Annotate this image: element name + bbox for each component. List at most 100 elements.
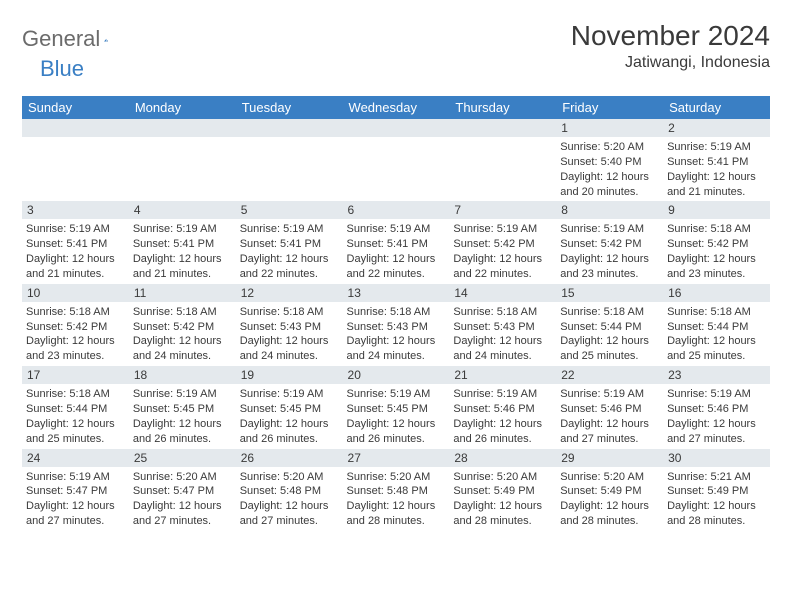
sunrise-text: Sunrise: 5:18 AM <box>667 222 766 237</box>
day-number-cell: 12 <box>236 284 343 302</box>
day-number <box>129 119 236 137</box>
calendar-head: SundayMondayTuesdayWednesdayThursdayFrid… <box>22 96 770 119</box>
day-number-cell: 29 <box>556 449 663 467</box>
day-number: 13 <box>343 284 450 302</box>
day-number-cell: 26 <box>236 449 343 467</box>
day-cell: Sunrise: 5:21 AMSunset: 5:49 PMDaylight:… <box>663 467 770 531</box>
sunrise-text: Sunrise: 5:20 AM <box>453 470 552 485</box>
day-details: Sunrise: 5:19 AMSunset: 5:41 PMDaylight:… <box>663 137 770 201</box>
day-cell <box>236 137 343 201</box>
day-number <box>343 119 450 137</box>
week-number-row: 17181920212223 <box>22 366 770 384</box>
sunrise-text: Sunrise: 5:20 AM <box>347 470 446 485</box>
sunset-text: Sunset: 5:42 PM <box>26 320 125 335</box>
day-number-cell: 18 <box>129 366 236 384</box>
daylight-text: Daylight: 12 hours and 21 minutes. <box>26 252 125 282</box>
day-number-cell: 27 <box>343 449 450 467</box>
day-details: Sunrise: 5:20 AMSunset: 5:49 PMDaylight:… <box>556 467 663 531</box>
sunrise-text: Sunrise: 5:20 AM <box>240 470 339 485</box>
day-details: Sunrise: 5:18 AMSunset: 5:44 PMDaylight:… <box>663 302 770 366</box>
day-number-cell: 11 <box>129 284 236 302</box>
day-number: 14 <box>449 284 556 302</box>
sunset-text: Sunset: 5:46 PM <box>453 402 552 417</box>
daylight-text: Daylight: 12 hours and 22 minutes. <box>453 252 552 282</box>
sunset-text: Sunset: 5:49 PM <box>667 484 766 499</box>
sunset-text: Sunset: 5:45 PM <box>133 402 232 417</box>
day-number: 23 <box>663 366 770 384</box>
day-number: 19 <box>236 366 343 384</box>
sunset-text: Sunset: 5:45 PM <box>240 402 339 417</box>
daylight-text: Daylight: 12 hours and 22 minutes. <box>347 252 446 282</box>
day-cell: Sunrise: 5:19 AMSunset: 5:45 PMDaylight:… <box>236 384 343 448</box>
day-cell <box>129 137 236 201</box>
day-cell: Sunrise: 5:19 AMSunset: 5:42 PMDaylight:… <box>556 219 663 283</box>
day-number: 30 <box>663 449 770 467</box>
calendar-table: SundayMondayTuesdayWednesdayThursdayFrid… <box>22 96 770 531</box>
day-number: 26 <box>236 449 343 467</box>
day-cell: Sunrise: 5:18 AMSunset: 5:44 PMDaylight:… <box>556 302 663 366</box>
week-number-row: 12 <box>22 119 770 137</box>
sunrise-text: Sunrise: 5:18 AM <box>26 387 125 402</box>
sunset-text: Sunset: 5:41 PM <box>133 237 232 252</box>
day-details: Sunrise: 5:19 AMSunset: 5:47 PMDaylight:… <box>22 467 129 531</box>
day-details: Sunrise: 5:18 AMSunset: 5:44 PMDaylight:… <box>22 384 129 448</box>
day-number-cell: 22 <box>556 366 663 384</box>
day-details: Sunrise: 5:19 AMSunset: 5:41 PMDaylight:… <box>22 219 129 283</box>
day-details: Sunrise: 5:18 AMSunset: 5:42 PMDaylight:… <box>22 302 129 366</box>
sunrise-text: Sunrise: 5:19 AM <box>240 222 339 237</box>
daylight-text: Daylight: 12 hours and 27 minutes. <box>240 499 339 529</box>
sunset-text: Sunset: 5:46 PM <box>560 402 659 417</box>
sunrise-text: Sunrise: 5:19 AM <box>240 387 339 402</box>
sunset-text: Sunset: 5:40 PM <box>560 155 659 170</box>
day-cell: Sunrise: 5:18 AMSunset: 5:43 PMDaylight:… <box>343 302 450 366</box>
day-cell: Sunrise: 5:20 AMSunset: 5:49 PMDaylight:… <box>449 467 556 531</box>
sunrise-text: Sunrise: 5:19 AM <box>453 387 552 402</box>
sunset-text: Sunset: 5:42 PM <box>560 237 659 252</box>
day-header: Wednesday <box>343 96 450 119</box>
day-details: Sunrise: 5:18 AMSunset: 5:44 PMDaylight:… <box>556 302 663 366</box>
daylight-text: Daylight: 12 hours and 26 minutes. <box>453 417 552 447</box>
day-number-cell: 15 <box>556 284 663 302</box>
day-number-cell <box>22 119 129 137</box>
day-number: 28 <box>449 449 556 467</box>
day-cell: Sunrise: 5:18 AMSunset: 5:43 PMDaylight:… <box>236 302 343 366</box>
sunset-text: Sunset: 5:44 PM <box>667 320 766 335</box>
day-number: 15 <box>556 284 663 302</box>
day-cell: Sunrise: 5:19 AMSunset: 5:41 PMDaylight:… <box>663 137 770 201</box>
sunset-text: Sunset: 5:43 PM <box>347 320 446 335</box>
day-number-cell: 6 <box>343 201 450 219</box>
sunset-text: Sunset: 5:47 PM <box>26 484 125 499</box>
day-number-cell: 9 <box>663 201 770 219</box>
day-number: 7 <box>449 201 556 219</box>
day-number-cell <box>236 119 343 137</box>
day-cell: Sunrise: 5:19 AMSunset: 5:41 PMDaylight:… <box>22 219 129 283</box>
sunset-text: Sunset: 5:41 PM <box>667 155 766 170</box>
day-number-cell <box>129 119 236 137</box>
day-details: Sunrise: 5:19 AMSunset: 5:41 PMDaylight:… <box>236 219 343 283</box>
day-details: Sunrise: 5:18 AMSunset: 5:43 PMDaylight:… <box>449 302 556 366</box>
day-number-cell: 17 <box>22 366 129 384</box>
day-cell: Sunrise: 5:19 AMSunset: 5:47 PMDaylight:… <box>22 467 129 531</box>
sunrise-text: Sunrise: 5:19 AM <box>347 222 446 237</box>
sunrise-text: Sunrise: 5:18 AM <box>347 305 446 320</box>
day-number: 25 <box>129 449 236 467</box>
daylight-text: Daylight: 12 hours and 25 minutes. <box>26 417 125 447</box>
day-header: Sunday <box>22 96 129 119</box>
sunset-text: Sunset: 5:48 PM <box>347 484 446 499</box>
day-details: Sunrise: 5:19 AMSunset: 5:45 PMDaylight:… <box>236 384 343 448</box>
day-number: 21 <box>449 366 556 384</box>
week-number-row: 10111213141516 <box>22 284 770 302</box>
day-cell: Sunrise: 5:19 AMSunset: 5:42 PMDaylight:… <box>449 219 556 283</box>
daylight-text: Daylight: 12 hours and 27 minutes. <box>133 499 232 529</box>
day-cell: Sunrise: 5:19 AMSunset: 5:41 PMDaylight:… <box>343 219 450 283</box>
daylight-text: Daylight: 12 hours and 21 minutes. <box>667 170 766 200</box>
day-number <box>22 119 129 137</box>
week-number-row: 24252627282930 <box>22 449 770 467</box>
sunset-text: Sunset: 5:49 PM <box>560 484 659 499</box>
day-cell: Sunrise: 5:19 AMSunset: 5:45 PMDaylight:… <box>129 384 236 448</box>
day-cell: Sunrise: 5:20 AMSunset: 5:48 PMDaylight:… <box>236 467 343 531</box>
day-details: Sunrise: 5:18 AMSunset: 5:43 PMDaylight:… <box>343 302 450 366</box>
day-number: 6 <box>343 201 450 219</box>
sunrise-text: Sunrise: 5:18 AM <box>133 305 232 320</box>
day-number-cell <box>449 119 556 137</box>
